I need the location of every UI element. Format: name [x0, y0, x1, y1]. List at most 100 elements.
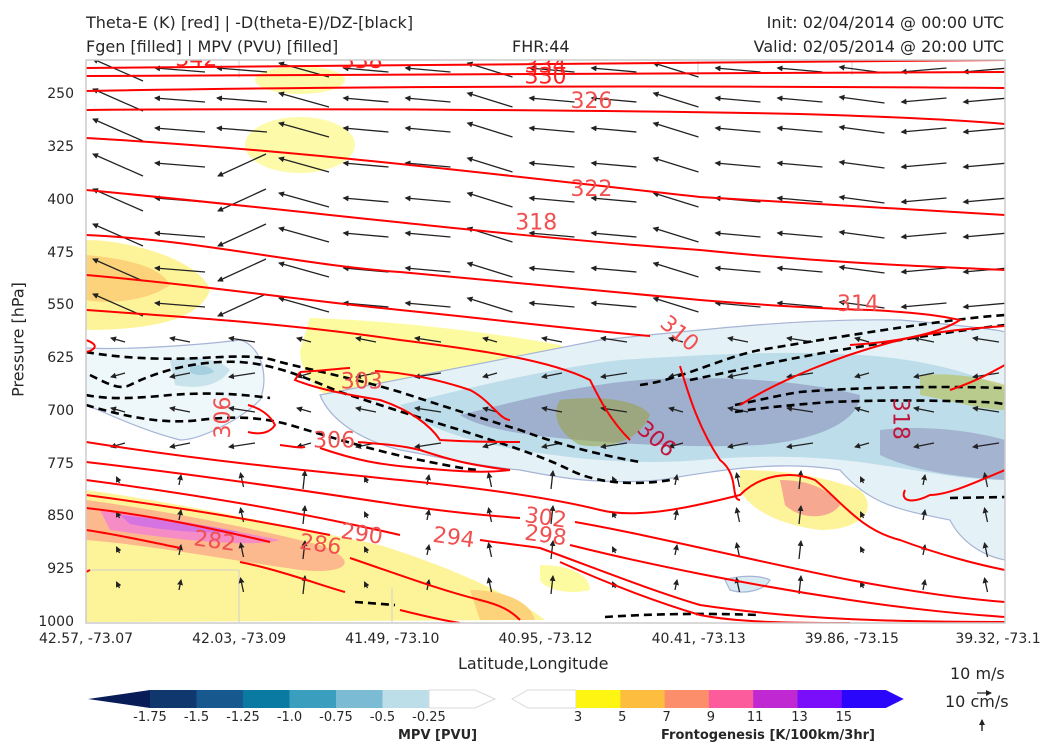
wind-vector	[541, 372, 563, 379]
wind-vector	[404, 95, 451, 103]
mpv-colorbar-tick: -0.5	[369, 710, 396, 725]
wind-vector	[590, 300, 637, 308]
x-tick-label: 42.57, -73.07	[38, 631, 134, 647]
wind-vector	[921, 544, 927, 556]
wind-vector	[342, 125, 389, 133]
wind-vector	[776, 125, 823, 133]
wind-vector	[486, 542, 493, 558]
wind-vector	[972, 405, 1000, 413]
frontogenesis-colorbar-tick: 3	[573, 710, 583, 725]
wind-vector	[900, 127, 947, 135]
wind-vector	[600, 335, 628, 343]
x-tick-label: 40.95, -73.12	[498, 631, 593, 647]
wind-vector	[355, 336, 377, 343]
mpv-colorbar-tick: -1.75	[133, 710, 167, 725]
wind-vector	[962, 162, 1005, 170]
wind-vector	[797, 540, 804, 560]
wind-vector	[238, 577, 245, 593]
x-tick-label: 41.49, -73.10	[345, 631, 440, 647]
theta-e-label: 330	[525, 65, 567, 90]
wind-vector	[404, 195, 451, 203]
wind-vector	[776, 300, 823, 308]
wind-vector	[482, 442, 498, 449]
frontogenesis-colorbar-segment	[797, 690, 843, 708]
wind-vector	[913, 372, 935, 379]
wind-vector	[154, 265, 206, 273]
wind-vector	[482, 406, 498, 413]
wind-vector	[900, 302, 947, 310]
wind-vector	[355, 406, 377, 413]
wind-vector	[278, 156, 330, 173]
wind-vector	[838, 159, 885, 169]
wind-vector	[466, 296, 513, 313]
wind-vector	[982, 542, 989, 558]
mpv-colorbar-segment	[336, 690, 383, 708]
init-time: Init: 02/04/2014 @ 00:00 UTC	[766, 13, 1004, 32]
wind-vector	[528, 160, 575, 168]
wind-vector	[590, 265, 637, 273]
wind-vector	[217, 258, 267, 282]
wind-vector	[115, 581, 122, 589]
wind-vector	[652, 191, 699, 208]
frontogenesis-colorbar-tick: 11	[746, 710, 764, 725]
wind-vector	[900, 67, 947, 75]
wind-vector	[92, 188, 144, 212]
wind-vector	[363, 476, 370, 484]
wind-vector	[982, 472, 989, 488]
wind-vector	[217, 293, 267, 317]
wind-vector	[528, 65, 575, 73]
wind-vector	[154, 300, 206, 308]
wind-vector	[859, 511, 866, 519]
theta-e-contours	[86, 60, 1005, 623]
wind-vector	[482, 372, 498, 379]
wind-vector	[363, 511, 370, 519]
wind-reference-vertical: 10 cm/s	[945, 692, 1009, 711]
wind-vector	[342, 160, 389, 168]
wind-vector	[921, 579, 927, 591]
wind-vector	[600, 372, 628, 380]
wind-vector	[404, 125, 451, 133]
wind-vector	[528, 195, 575, 203]
wind-vector	[727, 442, 749, 449]
x-tick-label: 39.32, -73.1	[955, 631, 1041, 647]
wind-vector	[177, 579, 183, 591]
wind-vector	[673, 509, 679, 521]
wind-vector	[466, 121, 513, 138]
wind-vector	[854, 372, 870, 379]
wind-vector	[838, 229, 885, 239]
wind-vector	[363, 546, 370, 554]
wind-vector	[342, 230, 389, 238]
wind-vector	[425, 509, 431, 521]
wind-vector	[854, 442, 870, 449]
wind-vector	[714, 265, 761, 273]
wind-vector	[177, 474, 183, 486]
theta-e-label: 282	[192, 526, 237, 557]
wind-vector	[900, 97, 947, 105]
forecast-hour: FHR:44	[512, 37, 570, 56]
wind-vector	[668, 336, 684, 343]
wind-vector	[110, 336, 126, 343]
wind-vector	[110, 372, 126, 379]
wind-vector	[414, 335, 442, 343]
wind-vector	[177, 544, 183, 556]
mpv-colorbar-tick: -1.25	[226, 710, 260, 725]
wind-vector	[797, 575, 804, 595]
wind-vector	[466, 261, 513, 278]
wind-vector	[342, 195, 389, 203]
wind-vector	[92, 88, 144, 112]
wind-vector	[528, 300, 575, 308]
wind-vector	[549, 540, 556, 560]
wind-vector	[541, 406, 563, 413]
x-tick-label: 39.86, -73.15	[804, 631, 899, 647]
wind-vector	[652, 296, 699, 313]
wind-vector	[727, 336, 749, 343]
mpv-fill	[86, 319, 1005, 593]
wind-vector	[528, 125, 575, 133]
wind-vector	[278, 296, 330, 313]
wind-vector	[714, 125, 761, 133]
wind-vector	[363, 581, 370, 589]
x-axis-label: Latitude,Longitude	[458, 654, 609, 673]
wind-vector	[466, 191, 513, 208]
wind-vector	[838, 264, 885, 274]
